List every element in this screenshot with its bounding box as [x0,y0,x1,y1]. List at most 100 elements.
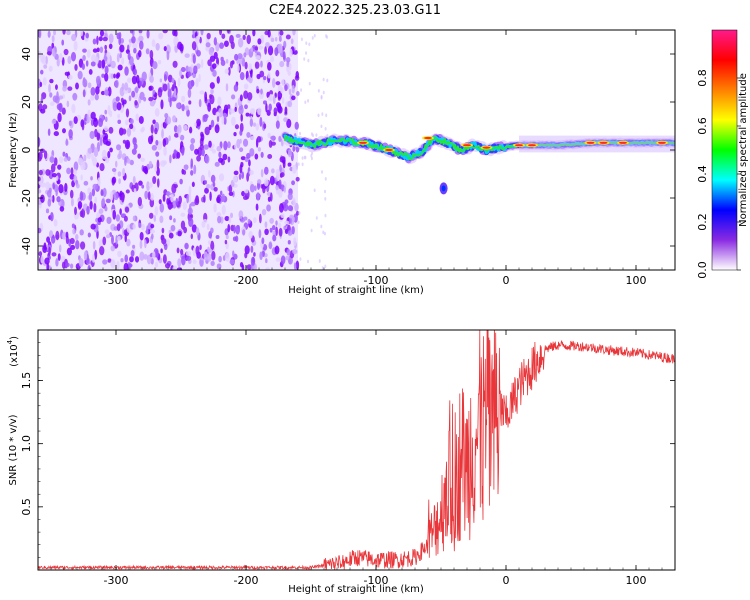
noise-speckle [322,77,325,82]
noise-speckle [110,60,116,69]
colorbar-tick-label: 0.0 [696,261,709,279]
noise-speckle [300,37,303,42]
noise-speckle [212,63,217,69]
noise-speckle [260,60,263,68]
spectrogram-x-ticks: -300 -200 -100 0 100 [50,30,676,287]
noise-speckle [163,243,168,251]
noise-speckle [132,215,136,221]
noise-speckle [123,215,128,222]
noise-speckle [235,33,241,38]
noise-speckle [87,232,91,238]
noise-speckle [146,181,150,192]
noise-speckle [273,107,278,115]
noise-speckle [229,34,234,44]
noise-speckle [82,48,87,53]
noise-speckle [92,183,98,190]
noise-speckle [290,38,294,45]
noise-speckle [230,212,234,219]
noise-speckle [94,93,99,101]
noise-speckle [255,123,260,131]
noise-speckle [145,225,149,235]
noise-speckle [55,175,59,181]
noise-speckle [227,156,231,163]
noise-speckle [70,244,76,250]
noise-speckle [269,217,274,224]
noise-speckle [53,30,56,36]
noise-speckle [244,104,248,110]
noise-speckle [284,106,288,115]
noise-speckle [304,155,307,160]
noise-speckle [40,194,45,204]
noise-speckle [99,162,105,172]
noise-speckle [232,190,235,198]
noise-speckle [119,52,122,59]
noise-speckle [89,200,93,210]
noise-speckle [234,124,240,130]
noise-speckle [221,204,226,215]
noise-speckle [213,186,218,192]
noise-speckle [179,134,185,141]
noise-speckle [127,263,133,268]
noise-speckle [281,97,285,104]
noise-speckle [132,137,137,146]
noise-speckle [189,143,195,151]
noise-speckle [102,259,108,265]
noise-speckle [147,135,153,145]
noise-speckle [242,34,246,40]
noise-speckle [143,254,148,260]
noise-speckle [51,252,57,257]
noise-speckle [321,170,324,174]
snr-x-ticks: -300 -200 -100 0 100 [50,330,676,587]
noise-speckle [100,90,106,96]
noise-speckle [260,88,263,95]
noise-speckle [150,258,154,265]
colorbar-tick-label: 0.4 [696,165,709,183]
noise-speckle [139,40,144,50]
ridge-band-4 [284,134,675,160]
noise-speckle [173,184,178,189]
ridge-peak [599,141,608,144]
noise-speckle [223,116,227,125]
noise-speckle [107,151,111,159]
noise-speckle [155,139,159,146]
noise-speckle [190,79,195,87]
noise-speckle [156,159,160,170]
noise-speckle [286,60,290,68]
noise-speckle [52,194,55,203]
spectrogram-x-tick-label: 0 [503,274,510,287]
noise-speckle [286,66,289,73]
noise-speckle [50,163,56,173]
noise-speckle [123,262,129,270]
noise-speckle [244,245,250,255]
noise-speckle [305,41,308,45]
noise-speckle [126,127,132,137]
noise-speckle [138,115,144,124]
noise-speckle [218,255,222,263]
noise-speckle [49,92,53,98]
noise-speckle [275,257,281,262]
noise-speckle [313,33,316,38]
noise-speckle [204,126,210,136]
noise-speckle [131,148,137,155]
noise-speckle [228,184,233,194]
noise-speckle [297,162,300,166]
noise-speckle [258,45,263,50]
noise-speckle [225,234,229,240]
noise-speckle [213,203,217,213]
noise-speckle [322,230,325,235]
noise-speckle [287,205,294,212]
noise-speckle [287,100,293,108]
noise-speckle [116,144,122,151]
noise-speckle [308,42,311,47]
noise-speckle [93,147,99,158]
noise-speckle [162,254,167,264]
noise-speckle [123,229,128,236]
noise-speckle [236,65,240,73]
noise-speckle [154,206,159,216]
noise-speckle [195,245,200,256]
noise-speckle [272,234,277,242]
snr-x-tick-label: 0 [503,574,510,587]
noise-speckle [50,235,56,244]
noise-speckle [181,103,185,112]
noise-speckle [195,35,201,41]
